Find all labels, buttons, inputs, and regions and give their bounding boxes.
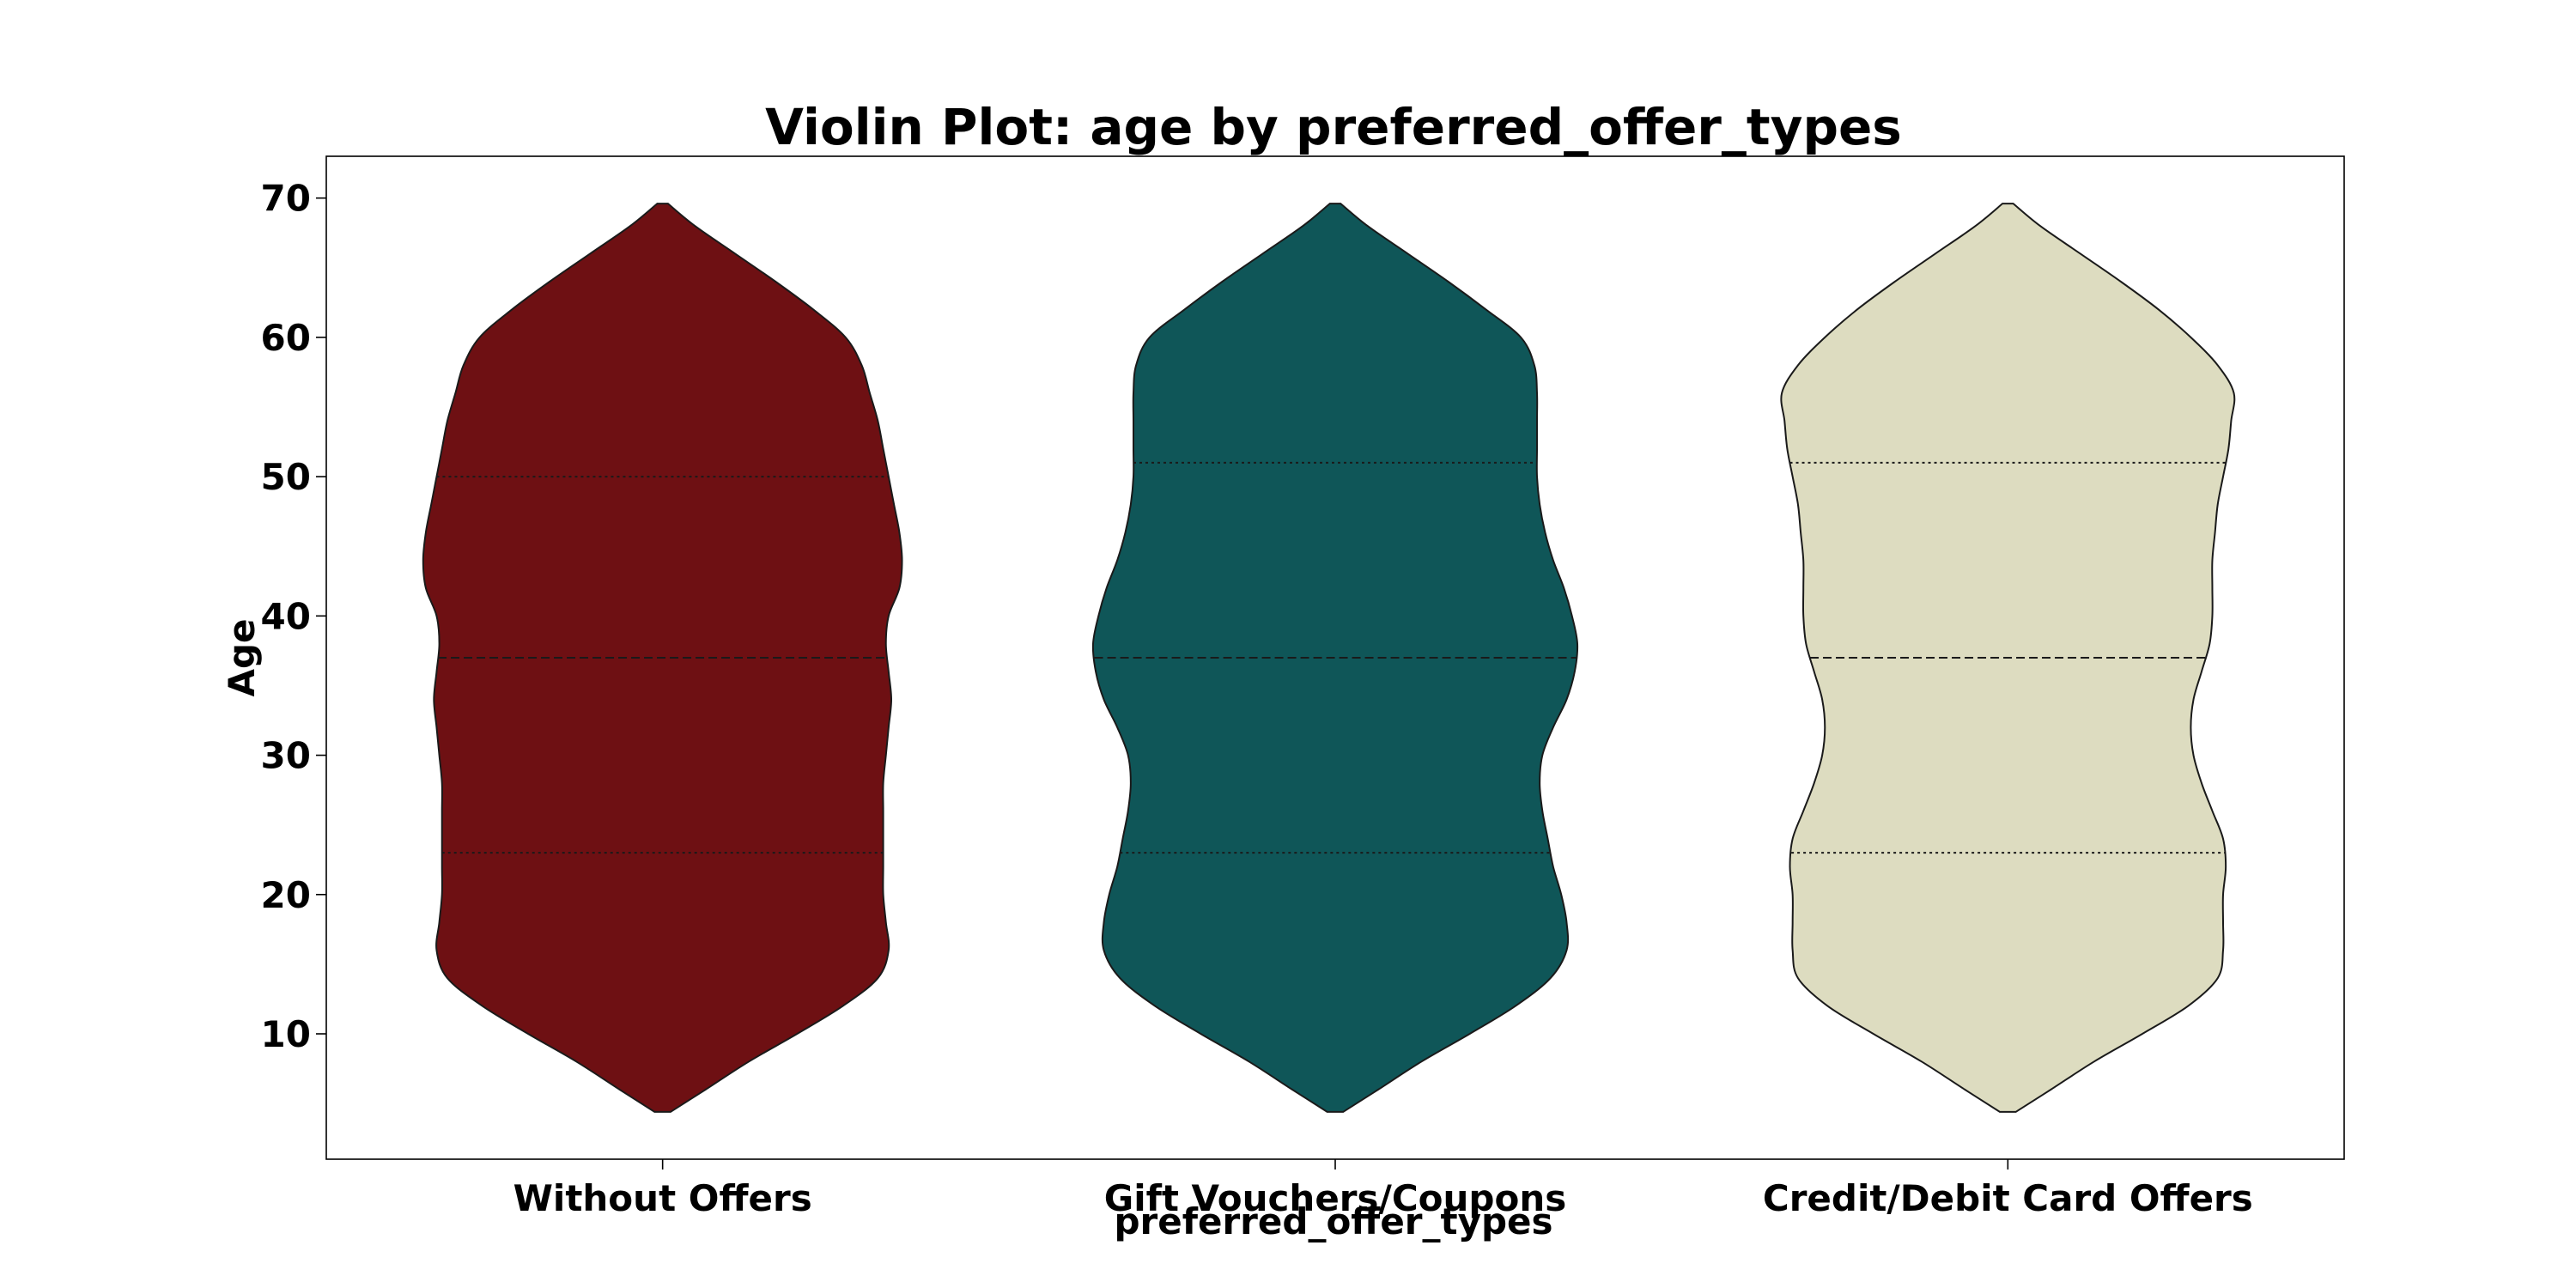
violin-credit-debit-card-offers xyxy=(1780,203,2236,1113)
violins-group xyxy=(422,203,2236,1113)
x-axis-label: preferred_offer_types xyxy=(1114,1200,1552,1242)
x-tick-label-gift-vouchers-coupons: Gift Vouchers/Coupons xyxy=(1104,1177,1567,1219)
violin-without-offers xyxy=(422,203,903,1113)
y-tick-label-50: 50 xyxy=(261,456,311,498)
violin-body-gift-vouchers-coupons xyxy=(1091,203,1579,1113)
y-axis-label: Age xyxy=(221,618,263,696)
x-axis: Without Offers Gift Vouchers/Coupons Credi… xyxy=(513,1159,2253,1219)
x-tick-label-without-offers: Without Offers xyxy=(513,1177,812,1219)
y-tick-label-70: 70 xyxy=(261,178,311,220)
violin-gift-vouchers-coupons xyxy=(1091,203,1579,1113)
y-tick-label-60: 60 xyxy=(261,317,311,359)
chart-title: Violin Plot: age by preferred_offer_type… xyxy=(765,98,1902,156)
y-axis: 10 20 30 40 50 60 70 xyxy=(261,178,326,1055)
y-tick-label-30: 30 xyxy=(261,735,311,777)
y-tick-label-20: 20 xyxy=(261,874,311,916)
y-tick-label-40: 40 xyxy=(261,595,311,637)
x-tick-label-credit-debit-card-offers: Credit/Debit Card Offers xyxy=(1763,1177,2253,1219)
y-tick-label-10: 10 xyxy=(261,1013,311,1055)
